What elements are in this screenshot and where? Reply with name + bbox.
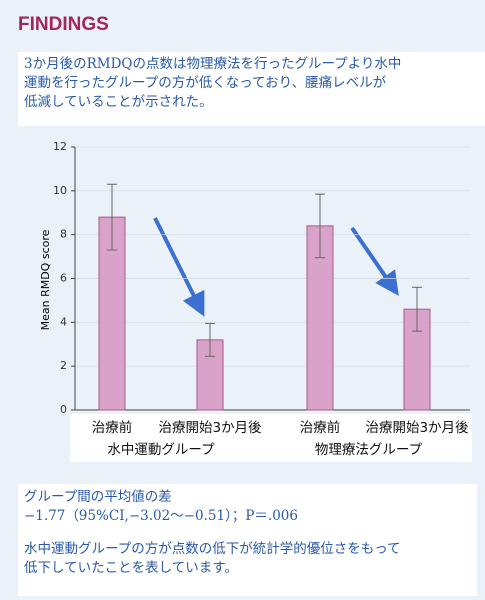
error-bar: [205, 322, 215, 357]
footer-line: −1.77（95%CI,−3.02〜−0.51）；P＝.006: [24, 508, 298, 524]
summary-box: 3か月後のRMDQの点数は物理療法を行ったグループより水中 運動を行ったグループの…: [18, 52, 485, 126]
error-bar: [107, 183, 117, 251]
summary-line: 運動を行ったグループの方が低くなっており、腰痛レベルが: [24, 75, 387, 91]
header: FINDINGS: [18, 14, 109, 35]
y-tick-label: 8: [60, 228, 67, 241]
footer-box: グループ間の平均値の差 −1.77（95%CI,−3.02〜−0.51）；P＝.0…: [18, 484, 477, 596]
x-tick-label: 治療開始3か月後: [158, 419, 262, 436]
y-tick-label: 0: [60, 403, 67, 416]
footer-line: グループ間の平均値の差: [24, 489, 172, 505]
error-bar: [315, 193, 325, 259]
group-label: 物理療法グループ: [315, 441, 423, 458]
arrow: [153, 217, 205, 317]
x-tick-label: 治療前: [300, 419, 341, 436]
group-label: 水中運動グループ: [107, 442, 215, 458]
label-strip: [70, 414, 472, 462]
footer-line: 水中運動グループの方が点数の低下が統計学的優位さをもって: [24, 541, 401, 557]
footer-line: 低下していたことを表しています。: [24, 560, 238, 576]
y-tick-label: 6: [60, 272, 67, 285]
summary-line: 低減していることが示された。: [24, 94, 213, 110]
error-bar: [412, 286, 422, 332]
x-tick-label: 治療前: [92, 419, 133, 436]
y-tick-label: 10: [53, 184, 67, 197]
y-tick-label: 4: [60, 315, 67, 328]
y-tick-label: 2: [60, 359, 67, 372]
y-tick-label: 12: [53, 140, 67, 153]
summary-line: 3か月後のRMDQの点数は物理療法を行ったグループより水中: [24, 56, 402, 72]
y-axis-label: Mean RMDQ score: [39, 229, 52, 330]
arrow: [350, 226, 399, 296]
x-tick-label: 治療開始3か月後: [365, 419, 469, 436]
